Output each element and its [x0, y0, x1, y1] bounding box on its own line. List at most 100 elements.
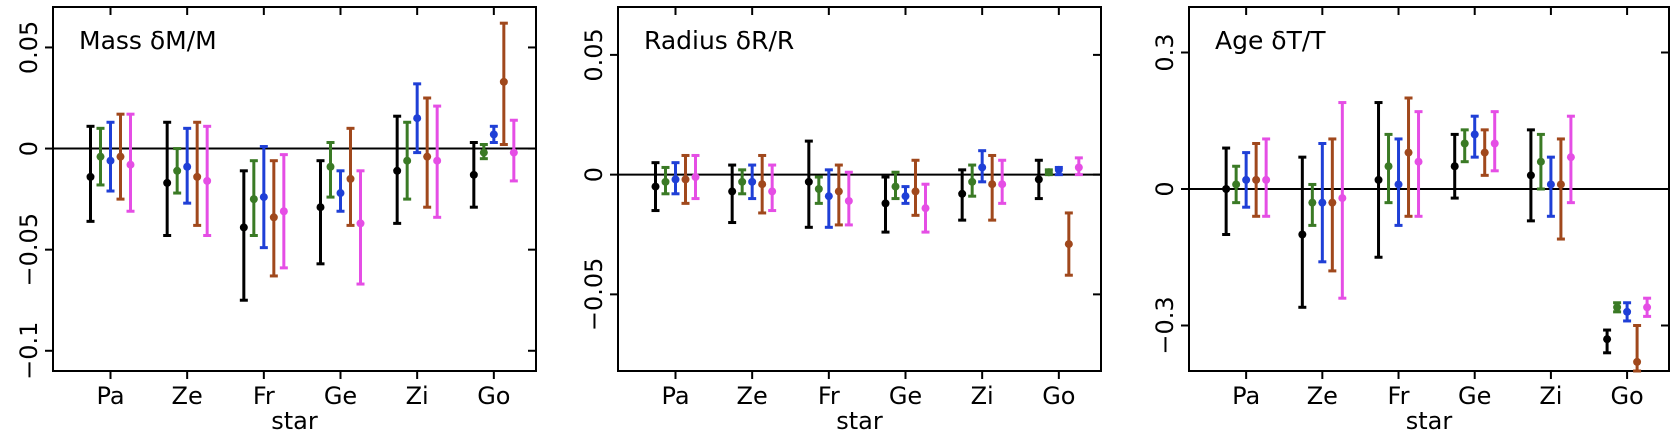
series-3	[106, 82, 498, 250]
data-point	[433, 156, 442, 165]
data-point	[106, 156, 115, 165]
data-point	[814, 185, 823, 193]
data-point	[336, 189, 345, 198]
data-point	[758, 180, 767, 189]
series-1	[651, 139, 1043, 234]
data-point	[423, 152, 432, 161]
data-point	[116, 152, 125, 161]
data-point	[356, 219, 365, 228]
data-point	[1262, 175, 1271, 184]
data-point	[1556, 180, 1565, 189]
x-tick-label: Pa	[1232, 382, 1260, 410]
x-tick-label: Fr	[1388, 382, 1410, 410]
data-point	[279, 207, 288, 216]
y-tick-label: 0	[580, 167, 608, 182]
x-tick-label: Ge	[889, 382, 922, 410]
data-point	[881, 199, 890, 208]
data-point	[1536, 157, 1545, 166]
data-point	[844, 196, 853, 205]
data-point	[748, 177, 757, 186]
x-tick-label: Zi	[1539, 382, 1562, 410]
series-5	[126, 104, 518, 286]
data-point	[901, 192, 910, 201]
panel-title: Age δT/T	[1215, 26, 1326, 55]
panel-title: Mass δM/M	[79, 26, 217, 55]
chart-panel-1: 0.05 0 −0.05 −0.1 Pa Ze Fr Ge Zi Go star Mass δM/M	[15, 6, 537, 435]
y-tick-label: 0.3	[1151, 33, 1179, 71]
y-tick-label: −0.1	[15, 322, 43, 380]
data-point	[1613, 303, 1622, 312]
series-3	[671, 149, 1063, 229]
data-point	[1490, 139, 1499, 148]
data-point	[671, 175, 680, 184]
data-point	[1526, 171, 1535, 180]
y-tick-label: 0.05	[15, 21, 43, 74]
data-point	[1546, 180, 1555, 189]
data-point	[1298, 230, 1307, 239]
data-point	[1054, 165, 1063, 174]
y-tick-label: 0	[1151, 181, 1179, 196]
data-point	[681, 175, 690, 184]
data-point	[499, 77, 508, 86]
y-tick-label: −0.05	[580, 258, 608, 332]
data-point	[326, 162, 335, 171]
data-point	[691, 173, 700, 182]
x-tick-label: Fr	[253, 382, 275, 410]
data-point	[413, 114, 422, 123]
series-5	[691, 153, 1083, 234]
data-point	[1414, 157, 1423, 166]
data-point	[469, 170, 478, 179]
series-2	[96, 120, 488, 238]
chart-panel-2: 0.05 0 −0.05 Pa Ze Fr Ge Zi Go star Radius δR/R	[580, 6, 1102, 435]
y-tick-label: −0.05	[15, 213, 43, 287]
series-2	[1232, 128, 1622, 314]
data-point	[1450, 162, 1459, 171]
data-point	[958, 189, 967, 198]
data-point	[1394, 180, 1403, 189]
data-point	[1384, 162, 1393, 171]
data-point	[1222, 185, 1231, 193]
x-tick-label: Ze	[1307, 382, 1338, 410]
data-point	[259, 193, 268, 202]
series-4	[116, 21, 508, 278]
data-point	[249, 195, 258, 204]
data-point	[1404, 148, 1413, 157]
series-3	[1242, 114, 1632, 323]
data-point	[1232, 180, 1241, 189]
data-point	[651, 182, 660, 191]
x-tick-label: Go	[477, 382, 510, 410]
data-point	[1308, 198, 1317, 207]
x-tick-label: Ge	[324, 382, 357, 410]
x-tick-label: Go	[1042, 382, 1075, 410]
data-point	[998, 180, 1007, 189]
data-point	[173, 166, 182, 175]
data-point	[968, 177, 977, 186]
data-point	[978, 163, 987, 172]
series-4	[1252, 96, 1642, 373]
data-point	[1633, 357, 1642, 366]
data-point	[183, 162, 192, 171]
data-point	[509, 148, 518, 157]
data-point	[96, 152, 105, 161]
x-axis-label: star	[1406, 407, 1453, 435]
x-tick-label: Fr	[818, 382, 840, 410]
data-point	[1044, 168, 1053, 177]
data-point	[921, 204, 930, 213]
series-1	[86, 114, 478, 302]
x-tick-label: Pa	[96, 382, 124, 410]
data-point	[911, 187, 920, 196]
data-point	[1034, 175, 1043, 184]
data-point	[768, 187, 777, 196]
data-point	[1470, 130, 1479, 139]
series-2	[661, 163, 1053, 205]
data-point	[316, 203, 325, 212]
data-point	[728, 187, 737, 196]
data-point	[1480, 148, 1489, 157]
data-point	[1643, 303, 1652, 312]
x-tick-label: Pa	[661, 382, 689, 410]
data-point	[804, 177, 813, 186]
y-tick-label: −0.3	[1151, 296, 1179, 354]
data-point	[126, 160, 135, 169]
data-point	[1328, 198, 1337, 207]
